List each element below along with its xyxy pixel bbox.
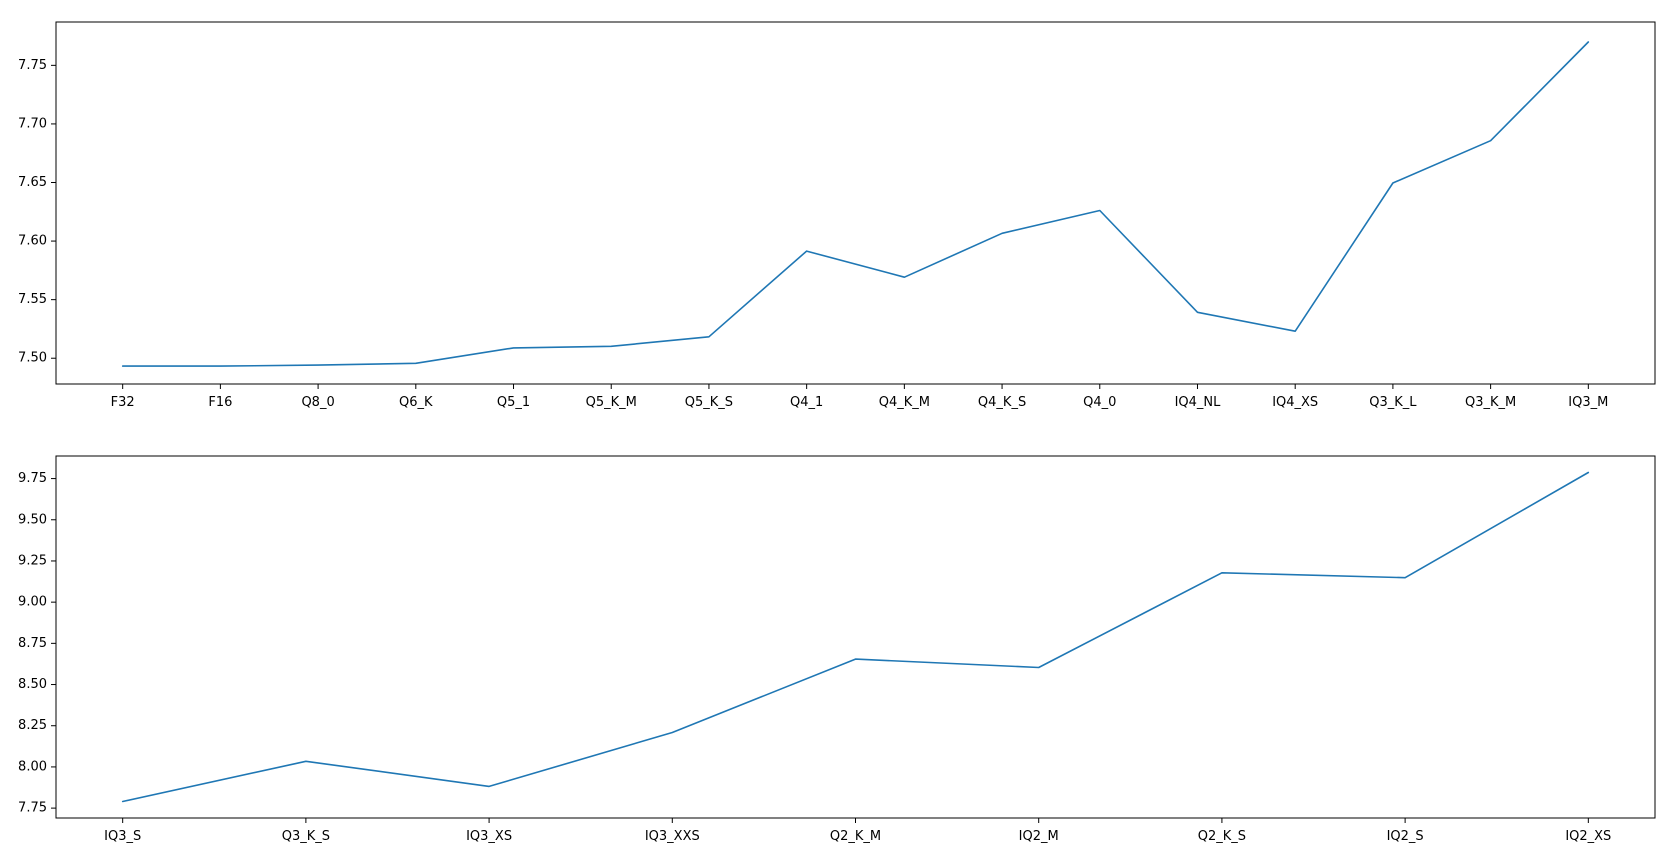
bottom-y-axis: 7.75 8.00 8.25 8.50 8.75 9.00 9.25 9.50 9.75 bbox=[18, 471, 56, 816]
top-x-tick-label: IQ4_NL bbox=[1175, 395, 1222, 410]
top-x-tick-label: IQ3_M bbox=[1568, 395, 1608, 410]
top-data-point bbox=[1097, 207, 1103, 213]
top-data-point bbox=[804, 248, 810, 254]
bottom-y-tick-label: 9.00 bbox=[18, 595, 47, 610]
top-line-chart: 7.50 7.55 7.60 7.65 7.70 7.75 F32 F16 Q8_0 Q6_K Q… bbox=[18, 21, 1656, 410]
top-x-tick-label: Q4_K_M bbox=[879, 395, 930, 410]
bottom-y-tick-label: 9.75 bbox=[18, 471, 47, 486]
top-x-tick-label: Q4_K_S bbox=[978, 395, 1026, 410]
top-x-tick-label: Q3_K_M bbox=[1465, 395, 1516, 410]
bottom-data-point bbox=[1036, 664, 1042, 670]
bottom-y-tick-label: 8.25 bbox=[18, 718, 47, 733]
top-data-point bbox=[999, 230, 1005, 236]
top-data-point bbox=[120, 363, 126, 369]
bottom-data-point bbox=[1219, 570, 1225, 576]
top-y-axis: 7.50 7.55 7.60 7.65 7.70 7.75 bbox=[18, 58, 56, 366]
bottom-data-point bbox=[303, 758, 309, 764]
top-x-tick-label: IQ4_XS bbox=[1272, 395, 1318, 410]
top-x-tick-label: Q5_K_M bbox=[586, 395, 637, 410]
bottom-data-point bbox=[120, 799, 126, 805]
top-data-point bbox=[1585, 39, 1591, 45]
top-x-tick-label: Q6_K bbox=[399, 395, 433, 410]
top-data-point bbox=[901, 274, 907, 280]
bottom-data-point bbox=[486, 783, 492, 789]
top-x-axis: F32 F16 Q8_0 Q6_K Q5_1 Q5_K_M Q5_K_S Q4_1 Q4_K_M… bbox=[111, 384, 1608, 410]
top-data-series bbox=[120, 39, 1591, 369]
bottom-x-tick-label: Q2_K_S bbox=[1198, 829, 1246, 844]
bottom-x-tick-label: IQ2_M bbox=[1019, 829, 1059, 844]
top-x-tick-label: Q5_1 bbox=[497, 395, 530, 410]
top-data-point bbox=[413, 360, 419, 366]
top-data-point bbox=[511, 345, 517, 351]
bottom-series-line bbox=[121, 471, 1590, 803]
bottom-data-point bbox=[853, 656, 859, 662]
bottom-y-tick-label: 8.00 bbox=[18, 759, 47, 774]
bottom-x-tick-label: Q2_K_M bbox=[830, 829, 881, 844]
top-y-tick-label: 7.55 bbox=[18, 292, 47, 307]
bottom-x-tick-label: Q3_K_S bbox=[282, 829, 330, 844]
top-y-tick-label: 7.65 bbox=[18, 175, 47, 190]
top-data-point bbox=[1390, 180, 1396, 186]
bottom-data-series bbox=[120, 470, 1591, 805]
bottom-line-chart: 7.75 8.00 8.25 8.50 8.75 9.00 9.25 9.50 9.75 IQ3… bbox=[18, 455, 1656, 844]
top-data-point bbox=[1292, 328, 1298, 334]
top-data-point bbox=[706, 334, 712, 340]
bottom-y-tick-label: 8.75 bbox=[18, 636, 47, 651]
bottom-data-point bbox=[669, 730, 675, 736]
top-series-line bbox=[121, 41, 1590, 367]
bottom-y-tick-label: 8.50 bbox=[18, 677, 47, 692]
top-data-point bbox=[1488, 138, 1494, 144]
top-x-tick-label: Q3_K_L bbox=[1369, 395, 1417, 410]
top-y-tick-label: 7.50 bbox=[18, 351, 47, 366]
bottom-x-tick-label: IQ3_XS bbox=[466, 829, 512, 844]
top-data-point bbox=[217, 363, 223, 369]
top-data-point bbox=[608, 343, 614, 349]
top-data-point bbox=[315, 362, 321, 368]
top-y-tick-label: 7.60 bbox=[18, 234, 47, 249]
bottom-x-tick-label: IQ2_S bbox=[1387, 829, 1424, 844]
bottom-y-tick-label: 9.25 bbox=[18, 553, 47, 568]
top-axes-frame bbox=[55, 21, 1656, 385]
bottom-data-point bbox=[1585, 470, 1591, 476]
bottom-x-tick-label: IQ2_XS bbox=[1565, 829, 1611, 844]
top-x-tick-label: F32 bbox=[111, 395, 135, 410]
top-x-tick-label: Q4_1 bbox=[790, 395, 823, 410]
top-x-tick-label: Q8_0 bbox=[301, 395, 334, 410]
bottom-y-tick-label: 7.75 bbox=[18, 801, 47, 816]
top-x-tick-label: F16 bbox=[208, 395, 232, 410]
top-x-tick-label: Q4_0 bbox=[1083, 395, 1116, 410]
top-y-tick-label: 7.75 bbox=[18, 58, 47, 73]
bottom-x-axis: IQ3_S Q3_K_S IQ3_XS IQ3_XXS Q2_K_M IQ2_M Q2_K_… bbox=[104, 818, 1611, 844]
top-y-tick-label: 7.70 bbox=[18, 116, 47, 131]
bottom-x-tick-label: IQ3_XXS bbox=[645, 829, 700, 844]
bottom-data-point bbox=[1402, 575, 1408, 581]
top-data-point bbox=[1194, 309, 1200, 315]
bottom-x-tick-label: IQ3_S bbox=[104, 829, 141, 844]
bottom-y-tick-label: 9.50 bbox=[18, 512, 47, 527]
top-x-tick-label: Q5_K_S bbox=[685, 395, 733, 410]
